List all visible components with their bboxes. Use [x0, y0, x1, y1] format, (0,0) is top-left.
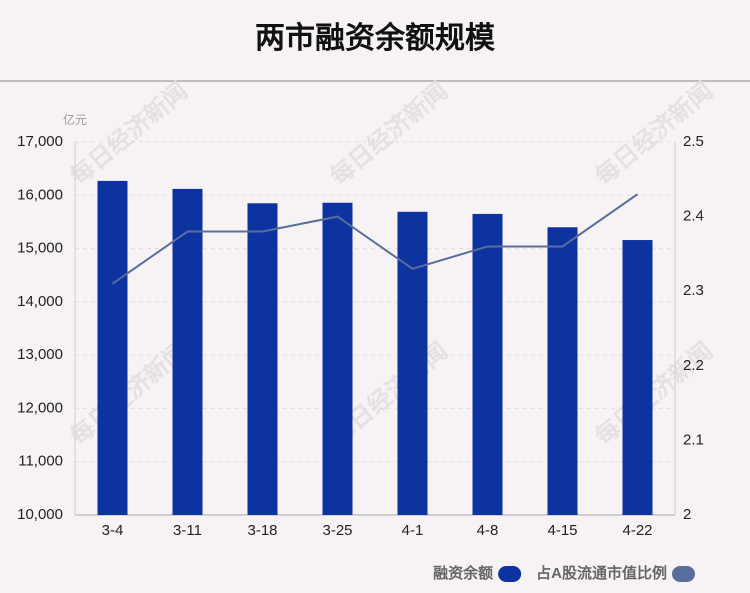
y-tick-label: 17,000	[17, 133, 63, 150]
chart-title: 两市融资余额规模	[255, 21, 495, 55]
y-tick-label: 10,000	[17, 506, 63, 523]
bar	[397, 211, 428, 515]
y-tick-label: 11,000	[18, 453, 63, 470]
y2-tick-label: 2.3	[683, 282, 704, 299]
x-tick-label: 3-18	[247, 522, 277, 539]
bar	[472, 213, 503, 515]
bar	[97, 180, 128, 516]
y-tick-label: 15,000	[17, 240, 63, 257]
bar	[322, 202, 353, 515]
line	[111, 193, 639, 285]
y-axis-unit: 亿元	[63, 112, 87, 127]
x-tick-label: 4-8	[477, 522, 499, 539]
y2-tick-label: 2.2	[683, 357, 704, 374]
y-tick-label: 13,000	[17, 346, 63, 363]
x-tick-label: 3-25	[322, 522, 352, 539]
x-tick-label: 4-1	[402, 522, 424, 539]
x-tick-label: 4-15	[547, 522, 577, 539]
legend-swatch	[498, 566, 522, 582]
y2-tick-label: 2	[683, 506, 691, 523]
x-tick-label: 3-11	[173, 522, 202, 539]
bar	[247, 203, 278, 515]
y2-tick-label: 2.1	[683, 431, 704, 448]
legend-label: 融资余额	[433, 564, 493, 582]
y2-tick-label: 2.5	[683, 133, 704, 150]
bar	[622, 240, 653, 515]
x-tick-label: 4-22	[622, 522, 652, 539]
y-tick-label: 12,000	[17, 399, 63, 416]
y-tick-label: 16,000	[17, 186, 63, 203]
y2-tick-label: 2.4	[683, 208, 704, 225]
legend-label: 占A股流通市值比例	[536, 564, 667, 582]
y-tick-label: 14,000	[17, 293, 63, 310]
bar	[172, 188, 203, 516]
bar	[547, 227, 578, 515]
x-tick-label: 3-4	[102, 522, 124, 539]
legend-swatch	[672, 566, 695, 582]
